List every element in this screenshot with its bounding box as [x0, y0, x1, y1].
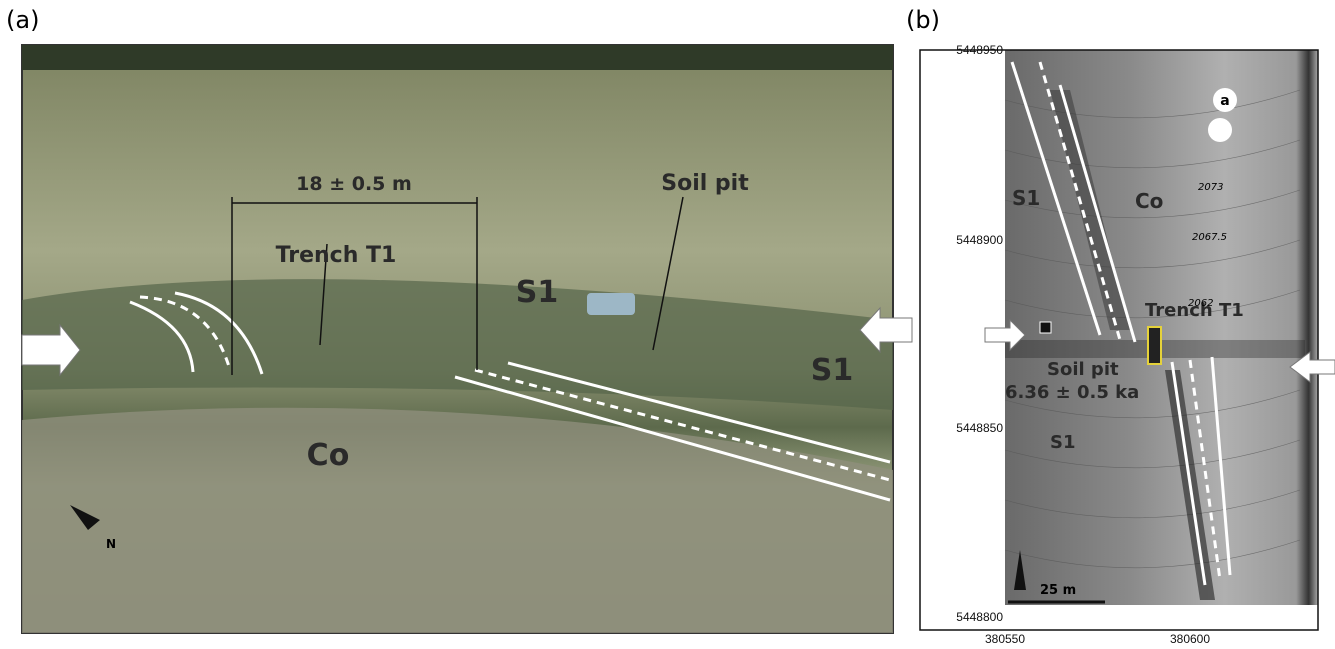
x-tick-label: 380550 — [985, 632, 1025, 646]
north-arrow — [1014, 550, 1026, 590]
label: S1 — [1050, 432, 1076, 453]
y-tick-label: 5448800 — [956, 610, 1003, 624]
trench — [1147, 326, 1162, 365]
offset-label: 18 ± 0.5 m — [296, 173, 412, 195]
view-marker — [1213, 88, 1237, 112]
contour-label: 2062 — [1188, 298, 1213, 309]
label: Co — [307, 438, 350, 473]
label: S1 — [811, 353, 853, 388]
label: Co — [1135, 189, 1163, 213]
panel-tag: (b) — [906, 6, 940, 34]
view-label: a — [1220, 93, 1229, 109]
contour-label: 2067.5 — [1192, 232, 1227, 243]
label: S1 — [1012, 186, 1040, 210]
photo — [21, 44, 894, 634]
y-tick-label: 5448900 — [956, 233, 1003, 247]
offset-bracket — [231, 196, 684, 375]
soil-pit — [1039, 321, 1052, 334]
map-frame — [919, 49, 1319, 631]
view-marker — [1208, 118, 1232, 142]
north-arrow — [70, 505, 100, 530]
contour-label: 2073 — [1198, 182, 1223, 193]
y-ticks: 5448950 5448900 5448850 5448800 — [956, 43, 1003, 624]
fault-traces — [129, 291, 891, 502]
arrow — [984, 318, 1026, 352]
y-tick-label: 5448950 — [956, 43, 1003, 57]
label: Soil pit — [1047, 359, 1119, 380]
label: Trench T1 — [276, 243, 397, 268]
x-tick-label: 380600 — [1170, 632, 1210, 646]
arrow — [1289, 351, 1335, 383]
label: S1 — [516, 275, 558, 310]
fault-traces — [1010, 61, 1232, 586]
label: Trench T1 — [1145, 300, 1244, 321]
y-tick-label: 5448850 — [956, 421, 1003, 435]
panel-tag: (a) — [6, 6, 39, 34]
scale-label: 25 m — [1040, 583, 1076, 598]
label: Soil pit — [661, 171, 749, 196]
north-label: N — [106, 537, 116, 551]
x-ticks: 380550 380600 — [985, 632, 1210, 646]
label: 6.36 ± 0.5 ka — [1005, 382, 1139, 403]
arrow — [21, 323, 81, 377]
arrow — [859, 306, 913, 354]
